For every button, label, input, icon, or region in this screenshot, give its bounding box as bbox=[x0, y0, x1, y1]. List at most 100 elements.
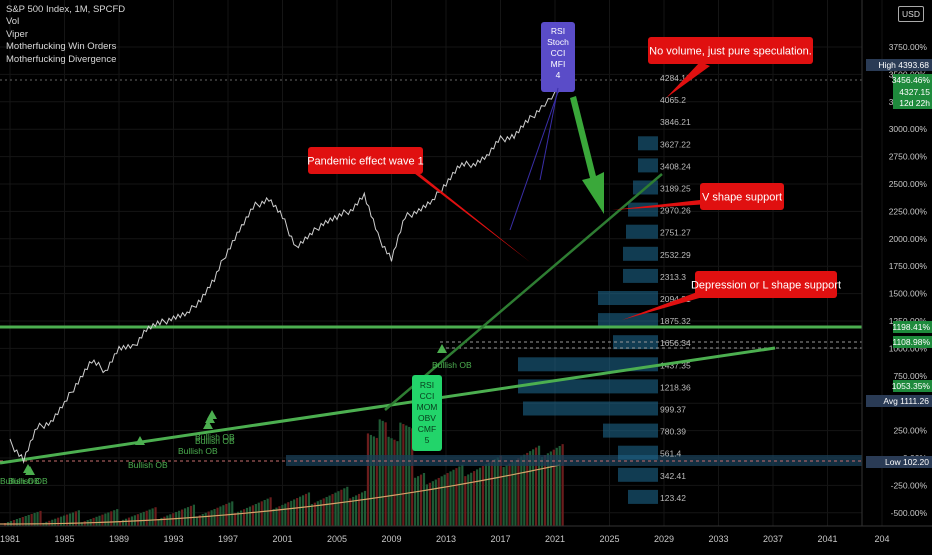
x-tick-label: 1997 bbox=[218, 534, 238, 544]
bullish-ob-label: Bullish OB bbox=[128, 460, 168, 470]
volume-bar bbox=[245, 507, 249, 526]
volume-profile-level-label: 4065.2 bbox=[660, 95, 686, 105]
volume-bar bbox=[257, 502, 260, 526]
volume-bar bbox=[555, 447, 558, 526]
volume-bar bbox=[207, 511, 210, 526]
volume-bar bbox=[195, 516, 198, 526]
callout-v-support-pointer bbox=[612, 200, 710, 210]
volume-bar bbox=[508, 463, 511, 526]
y-tick-label: -500.00% bbox=[891, 508, 928, 518]
volume-bar bbox=[529, 451, 532, 526]
volume-profile-level-label: 1218.36 bbox=[660, 382, 691, 392]
callout-pandemic-text: Pandemic effect wave 1 bbox=[307, 156, 424, 168]
x-tick-label: 2021 bbox=[545, 534, 565, 544]
signal-box-rsi-stoch-text: 4 bbox=[556, 70, 561, 80]
volume-bar bbox=[467, 474, 470, 526]
volume-bar bbox=[346, 486, 349, 526]
volume-bar bbox=[151, 508, 154, 526]
volume-bar bbox=[296, 498, 299, 526]
callout-speculation-text: No volume, just pure speculation. bbox=[649, 46, 812, 58]
volume-bar bbox=[402, 424, 405, 526]
volume-bar bbox=[390, 438, 393, 526]
volume-bar bbox=[478, 467, 482, 526]
volume-bar bbox=[254, 503, 257, 526]
v-support-trendline bbox=[384, 173, 663, 411]
chart-legend: S&P 500 Index, 1M, SPCFD Vol Viper Mothe… bbox=[6, 4, 125, 66]
signal-box-rsi-stoch-text: RSI bbox=[551, 26, 565, 36]
volume-profile-level-label: 2970.26 bbox=[660, 206, 691, 216]
legend-indicator-vol[interactable]: Vol bbox=[6, 16, 20, 28]
price-axis-tag-text: High 4393.68 bbox=[878, 60, 929, 70]
callout-pandemic-box bbox=[308, 147, 423, 174]
volume-bar bbox=[154, 507, 157, 526]
bullish-ob-label: Bullish OB bbox=[432, 360, 472, 370]
volume-bar bbox=[387, 436, 390, 526]
volume-bar bbox=[337, 491, 340, 526]
divergence-line bbox=[509, 91, 559, 231]
volume-bar bbox=[74, 511, 77, 526]
legend-indicator-win-orders[interactable]: Motherfucking Win Orders bbox=[6, 41, 117, 53]
price-axis-tag bbox=[893, 97, 932, 109]
callout-v-support-text: V shape support bbox=[702, 192, 782, 204]
bullish-ob-label: Bullish OB bbox=[178, 446, 218, 456]
volume-bar bbox=[381, 420, 384, 526]
volume-bar bbox=[293, 499, 296, 526]
volume-bar bbox=[431, 481, 434, 526]
volume-bar bbox=[301, 495, 305, 526]
x-tick-label: 2029 bbox=[654, 534, 674, 544]
legend-indicator-viper[interactable]: Viper bbox=[6, 28, 29, 40]
price-series-layer bbox=[9, 87, 563, 465]
volume-bar bbox=[231, 501, 234, 526]
volume-bar bbox=[414, 477, 417, 526]
volume-profile-level-label: 123.42 bbox=[660, 493, 686, 503]
signal-box-rsi-cci-text: MOM bbox=[417, 402, 438, 412]
volume-bar bbox=[369, 434, 372, 526]
volume-bar bbox=[334, 492, 337, 526]
volume-bar bbox=[310, 504, 313, 526]
volume-bar bbox=[443, 474, 446, 526]
volume-bar bbox=[287, 502, 290, 526]
x-tick-label: 2001 bbox=[272, 534, 292, 544]
volume-bar bbox=[51, 519, 54, 526]
callout-pandemic-pointer bbox=[410, 170, 530, 262]
signal-box-rsi-stoch-text: Stoch bbox=[547, 37, 569, 47]
volume-bar bbox=[136, 514, 139, 526]
volume-profile-level-label: 2313.3 bbox=[660, 272, 686, 282]
volume-bar bbox=[487, 462, 490, 526]
volume-profile-level-label: 1656.34 bbox=[660, 338, 691, 348]
currency-toggle-button[interactable]: USD bbox=[898, 6, 924, 22]
volume-profile-level-label: 999.37 bbox=[660, 405, 686, 415]
volume-profile-level-label: 2532.29 bbox=[660, 250, 691, 260]
volume-bar bbox=[375, 437, 378, 526]
volume-bar bbox=[349, 498, 352, 526]
callout-v-support-box bbox=[700, 183, 784, 210]
signal-box-rsi-cci-text: OBV bbox=[418, 413, 436, 423]
volume-profile-level-label: 4284.19 bbox=[660, 73, 691, 83]
volume-profile-level-label: 3846.21 bbox=[660, 117, 691, 127]
volume-bar bbox=[186, 507, 190, 526]
volume-bar bbox=[83, 521, 86, 526]
volume-bar bbox=[493, 459, 496, 526]
volume-bar bbox=[366, 433, 370, 526]
bullish-ob-label: Bullish OB bbox=[0, 476, 40, 486]
volume-bar bbox=[284, 503, 287, 526]
y-tick-label: -250.00% bbox=[891, 480, 928, 490]
volume-bar bbox=[216, 507, 219, 526]
volume-bar bbox=[505, 465, 508, 526]
volume-profile-bar bbox=[518, 357, 658, 372]
volume-bar bbox=[12, 519, 16, 526]
y-tick-label: 2000.00% bbox=[889, 234, 928, 244]
volume-bar bbox=[458, 466, 461, 526]
volume-profile-bar bbox=[626, 224, 658, 239]
forecast-arrow bbox=[570, 96, 604, 214]
volume-bar bbox=[240, 510, 243, 526]
x-tick-label: 2037 bbox=[763, 534, 783, 544]
x-tick-label: 2041 bbox=[817, 534, 837, 544]
volume-bar bbox=[204, 512, 207, 526]
price-axis-tag-text: 1053.35% bbox=[892, 381, 931, 391]
volume-bar bbox=[160, 517, 163, 526]
price-axis-tag bbox=[866, 395, 932, 407]
legend-indicator-divergence[interactable]: Motherfucking Divergence bbox=[6, 53, 117, 65]
